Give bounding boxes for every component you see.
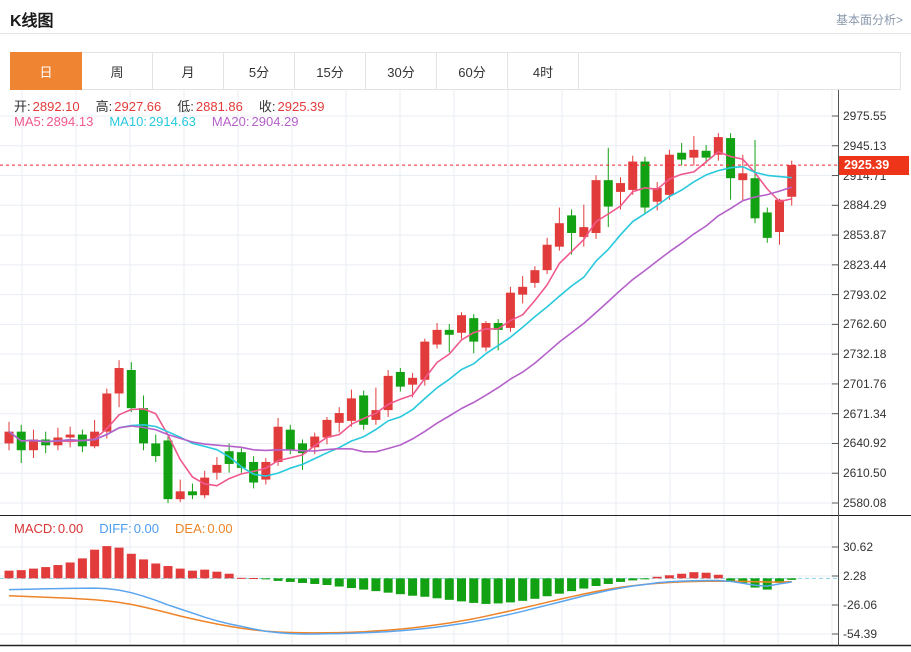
ma10-readout: MA10: 2914.63 <box>109 114 196 129</box>
ma20-readout: MA20: 2904.29 <box>211 114 299 129</box>
ma5-readout: MA5: 2894.13 <box>14 114 94 129</box>
tab-period-2[interactable]: 月 <box>153 53 224 89</box>
close-readout: 收: 2925.39 <box>258 99 325 114</box>
low-readout: 低: 2881.86 <box>177 99 243 114</box>
tab-period-5[interactable]: 30分 <box>366 53 437 89</box>
macd-axis-label-1: 2.28 <box>843 569 867 583</box>
macd-axis-label-0: 30.62 <box>843 540 874 554</box>
price-axis-label-0: 2975.55 <box>843 109 887 123</box>
tab-period-6[interactable]: 60分 <box>437 53 508 89</box>
price-axis-label-6: 2793.02 <box>843 287 887 302</box>
price-axis-label-7: 2762.60 <box>843 317 887 332</box>
price-axis-label-10: 2671.34 <box>843 406 887 421</box>
price-axis-label-4: 2853.87 <box>843 228 887 243</box>
price-axis-label-5: 2823.44 <box>843 257 887 272</box>
price-axis-label-3: 2884.29 <box>843 198 887 213</box>
header-divider <box>0 33 911 34</box>
tab-period-4[interactable]: 15分 <box>295 53 366 89</box>
price-axis-label-11: 2640.92 <box>843 436 887 451</box>
price-axis-label-1: 2945.13 <box>843 138 887 153</box>
diff-value-readout: DIFF: 0.00 <box>99 521 160 536</box>
price-axis-label-9: 2701.76 <box>843 376 887 391</box>
price-axis-label-13: 2580.08 <box>843 496 887 510</box>
price-axis-label-8: 2732.18 <box>843 347 887 362</box>
macd-value-readout: MACD: 0.00 <box>14 521 84 536</box>
ma-readout: MA5: 2894.13 MA10: 2914.63 MA20: 2904.29 <box>14 114 299 129</box>
tab-period-7[interactable]: 4时 <box>508 53 579 89</box>
macd-axis-label-2: -26.06 <box>843 598 878 612</box>
period-tabbar: 日周月 5分 15分 30分 60分 4时 <box>10 52 901 90</box>
high-readout: 高: 2927.66 <box>95 99 162 114</box>
macd-readout: MACD: 0.00 DIFF: 0.00 DEA: 0.00 <box>14 521 233 536</box>
dea-value-readout: DEA: 0.00 <box>175 521 233 536</box>
open-readout: 开: 2892.10 <box>14 99 80 114</box>
tab-period-1[interactable]: 周 <box>82 53 153 89</box>
tab-period-3[interactable]: 5分 <box>224 53 295 89</box>
price-axis-label-12: 2610.50 <box>843 466 887 481</box>
ohlc-readout: 开: 2892.10 高: 2927.66 低: 2881.86 收: 2925.39 <box>14 96 325 115</box>
current-price-badge: 2925.39 <box>839 155 909 175</box>
tab-period-0[interactable]: 日 <box>10 52 82 90</box>
fundamental-analysis-link[interactable]: 基本面分析> <box>835 13 903 27</box>
macd-axis-label-3: -54.39 <box>843 627 878 641</box>
page-title: K线图 <box>10 13 54 30</box>
